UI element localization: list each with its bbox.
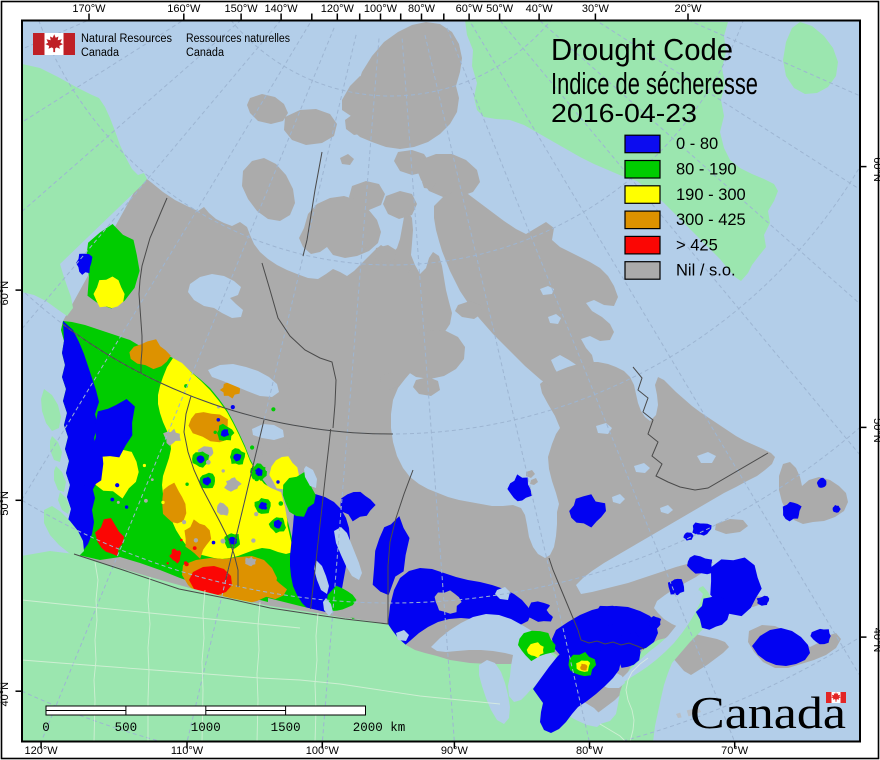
svg-text:2000 km: 2000 km	[353, 721, 406, 735]
svg-text:80°W: 80°W	[576, 745, 604, 757]
svg-text:0 - 80: 0 - 80	[676, 135, 718, 153]
svg-text:300 - 425: 300 - 425	[676, 211, 746, 229]
svg-text:100°W: 100°W	[364, 3, 398, 15]
svg-text:40°N: 40°N	[871, 628, 880, 653]
svg-text:100°W: 100°W	[306, 745, 340, 757]
svg-text:30°W: 30°W	[582, 3, 610, 15]
svg-text:150°W: 150°W	[225, 3, 259, 15]
svg-text:170°W: 170°W	[72, 3, 106, 15]
svg-text:40°N: 40°N	[0, 682, 11, 707]
svg-text:190 - 300: 190 - 300	[676, 186, 746, 204]
svg-text:Drought Code: Drought Code	[551, 32, 733, 67]
svg-text:50°W: 50°W	[486, 3, 514, 15]
svg-text:40°W: 40°W	[526, 3, 554, 15]
svg-text:60°W: 60°W	[456, 3, 484, 15]
svg-text:120°W: 120°W	[25, 745, 59, 757]
svg-text:Nil / s.o.: Nil / s.o.	[676, 262, 736, 280]
svg-text:140°W: 140°W	[265, 3, 299, 15]
svg-text:Natural Resources: Natural Resources	[81, 33, 172, 45]
svg-text:Canada: Canada	[81, 47, 120, 59]
svg-text:Canada: Canada	[690, 687, 846, 738]
svg-text:70°W: 70°W	[721, 745, 749, 757]
svg-text:80 - 190: 80 - 190	[676, 161, 737, 179]
svg-text:Canada: Canada	[186, 47, 225, 59]
svg-text:90°W: 90°W	[441, 745, 469, 757]
svg-text:60°N: 60°N	[0, 281, 11, 306]
svg-text:500: 500	[115, 721, 138, 735]
svg-text:60°N: 60°N	[871, 157, 880, 182]
svg-text:50°N: 50°N	[871, 418, 880, 443]
svg-text:Ressources naturelles: Ressources naturelles	[186, 33, 290, 45]
svg-text:2016-04-23: 2016-04-23	[551, 98, 697, 128]
svg-text:160°W: 160°W	[167, 3, 201, 15]
svg-text:20°W: 20°W	[674, 3, 702, 15]
svg-text:0: 0	[42, 721, 50, 735]
svg-text:110°W: 110°W	[171, 745, 204, 757]
svg-text:80°W: 80°W	[408, 3, 436, 15]
svg-text:1500: 1500	[271, 721, 301, 735]
svg-text:50°N: 50°N	[0, 491, 11, 516]
svg-text:Indice de sécheresse: Indice de sécheresse	[551, 66, 758, 101]
svg-text:1000: 1000	[191, 721, 221, 735]
svg-text:> 425: > 425	[676, 236, 718, 254]
svg-text:120°W: 120°W	[321, 3, 355, 15]
